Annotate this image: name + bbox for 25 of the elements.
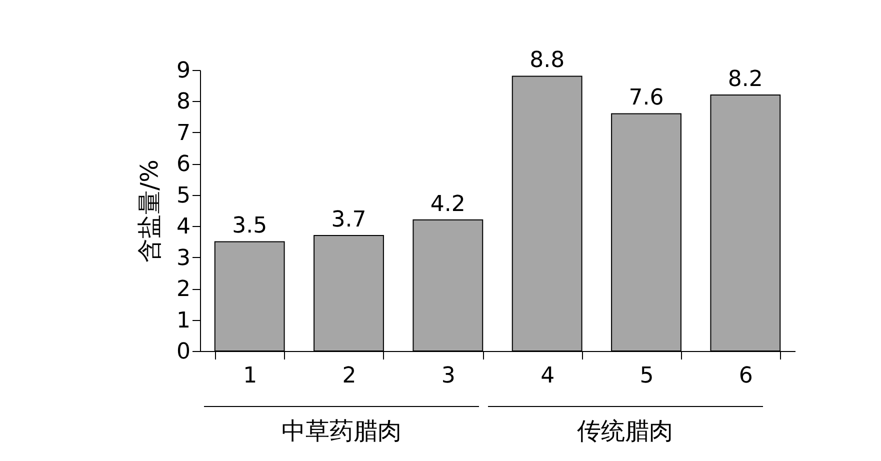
x-tick-label: 1 [243,364,258,388]
data-label: 8.8 [530,48,565,74]
text: 传统腊肉 [576,416,674,447]
x-tick-label: 5 [640,364,654,388]
text: 中草药腊肉 [280,416,403,447]
x-tick-label: 3 [441,364,456,388]
y-tick-label: 6 [176,152,190,178]
y-axis-title: 含盐量/% [136,160,164,262]
x-tick-label: 6 [738,364,753,388]
y-tick-label: 9 [176,58,190,84]
x-tick-label: 2 [342,364,356,388]
y-tick-label: 4 [176,214,190,240]
data-label: 4.2 [430,192,466,217]
y-tick-label: 5 [176,183,190,208]
data-label: 7.6 [628,86,664,111]
y-tick-label: 1 [176,308,190,334]
y-tick-label: 3 [176,246,190,271]
y-tick-label: 8 [176,90,190,115]
y-tick-label: 2 [176,277,190,302]
y-tick-label: 7 [176,120,190,146]
data-label: 3.5 [232,214,268,239]
data-label: 3.7 [331,207,366,232]
x-tick-label: 4 [540,364,555,388]
data-label: 8.2 [728,66,763,92]
y-tick-label: 0 [176,340,190,364]
